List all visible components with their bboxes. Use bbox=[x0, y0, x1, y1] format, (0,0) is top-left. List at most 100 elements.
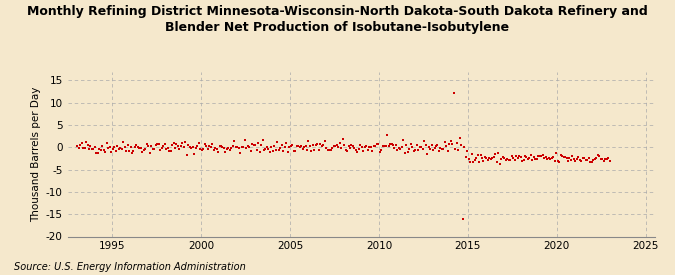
Point bbox=[502, 157, 512, 161]
Point bbox=[259, 148, 269, 153]
Point bbox=[373, 142, 383, 146]
Point bbox=[497, 155, 508, 159]
Point bbox=[349, 145, 360, 150]
Point bbox=[207, 142, 217, 147]
Point bbox=[76, 140, 87, 145]
Point bbox=[250, 143, 261, 147]
Point bbox=[589, 157, 600, 161]
Point bbox=[410, 147, 421, 152]
Point bbox=[144, 151, 155, 155]
Point bbox=[131, 143, 142, 147]
Point bbox=[529, 155, 539, 159]
Point bbox=[232, 144, 243, 149]
Point bbox=[190, 146, 201, 150]
Point bbox=[570, 158, 580, 163]
Point bbox=[229, 139, 240, 144]
Point bbox=[460, 155, 471, 160]
Point bbox=[323, 147, 333, 152]
Point bbox=[287, 143, 298, 147]
Point bbox=[396, 145, 407, 149]
Point bbox=[109, 145, 119, 149]
Point bbox=[587, 160, 597, 164]
Point bbox=[244, 145, 254, 150]
Point bbox=[574, 158, 585, 162]
Point bbox=[200, 144, 211, 148]
Point bbox=[279, 144, 290, 149]
Point bbox=[121, 148, 132, 153]
Point bbox=[132, 145, 143, 149]
Point bbox=[454, 136, 465, 141]
Y-axis label: Thousand Barrels per Day: Thousand Barrels per Day bbox=[32, 86, 41, 222]
Point bbox=[599, 156, 610, 161]
Point bbox=[327, 145, 338, 150]
Point bbox=[165, 149, 176, 153]
Point bbox=[95, 148, 106, 153]
Point bbox=[355, 142, 366, 147]
Point bbox=[350, 148, 361, 152]
Point bbox=[252, 141, 263, 145]
Point bbox=[309, 148, 320, 153]
Point bbox=[75, 143, 86, 147]
Point bbox=[354, 147, 364, 151]
Point bbox=[400, 151, 410, 155]
Point bbox=[138, 147, 149, 152]
Point bbox=[188, 145, 198, 149]
Point bbox=[251, 148, 262, 152]
Point bbox=[359, 145, 370, 149]
Point bbox=[526, 153, 537, 157]
Point bbox=[490, 152, 501, 156]
Point bbox=[147, 146, 158, 151]
Point bbox=[275, 146, 286, 150]
Point bbox=[392, 147, 403, 152]
Point bbox=[333, 145, 344, 150]
Point bbox=[568, 157, 579, 161]
Point bbox=[204, 144, 215, 148]
Point bbox=[478, 159, 489, 163]
Point bbox=[468, 160, 479, 164]
Point bbox=[362, 148, 373, 152]
Point bbox=[308, 143, 319, 147]
Point bbox=[413, 147, 424, 152]
Point bbox=[406, 142, 416, 146]
Point bbox=[202, 147, 213, 151]
Point bbox=[566, 158, 576, 163]
Point bbox=[594, 154, 605, 158]
Point bbox=[554, 160, 564, 164]
Point bbox=[220, 150, 231, 154]
Point bbox=[379, 144, 389, 148]
Point bbox=[221, 146, 232, 151]
Point bbox=[149, 147, 160, 152]
Point bbox=[273, 148, 284, 152]
Point bbox=[522, 156, 533, 161]
Point bbox=[125, 144, 136, 149]
Point bbox=[457, 216, 468, 221]
Point bbox=[537, 153, 548, 157]
Point bbox=[352, 150, 363, 154]
Point bbox=[524, 156, 535, 160]
Point bbox=[429, 145, 440, 150]
Point bbox=[140, 147, 151, 151]
Point bbox=[340, 148, 351, 152]
Point bbox=[387, 143, 398, 147]
Point bbox=[548, 155, 559, 159]
Point bbox=[290, 149, 300, 154]
Point bbox=[448, 91, 459, 95]
Point bbox=[226, 146, 237, 150]
Point bbox=[506, 154, 517, 158]
Point bbox=[475, 153, 486, 158]
Point bbox=[439, 140, 450, 144]
Point bbox=[110, 149, 121, 153]
Point bbox=[377, 144, 388, 148]
Point bbox=[178, 145, 189, 150]
Point bbox=[447, 142, 458, 146]
Point bbox=[464, 160, 475, 164]
Point bbox=[520, 154, 531, 159]
Point bbox=[214, 144, 225, 148]
Point bbox=[580, 158, 591, 162]
Point bbox=[171, 142, 182, 146]
Point bbox=[72, 144, 82, 148]
Point bbox=[263, 147, 274, 151]
Point bbox=[238, 145, 248, 149]
Point bbox=[297, 147, 308, 152]
Point bbox=[90, 144, 101, 149]
